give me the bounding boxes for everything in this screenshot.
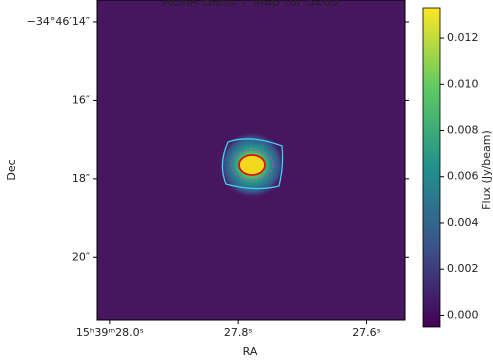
x-tick-label: 15ʰ39ᵐ28.0ˢ bbox=[76, 326, 144, 339]
colorbar-tick-label: 0.006 bbox=[447, 170, 479, 183]
x-tick-label: 27.6ˢ bbox=[352, 326, 381, 339]
y-tick-label: 20″ bbox=[72, 250, 90, 263]
colorbar-tick-label: 0.010 bbox=[447, 77, 479, 90]
colorbar-tick-label: 0.002 bbox=[447, 262, 479, 275]
colorbar-tick-label: 0.008 bbox=[447, 124, 479, 137]
colorbar-label: Flux (Jy/beam) bbox=[480, 130, 493, 210]
y-axis-label: Dec bbox=[5, 159, 18, 180]
contour bbox=[238, 154, 266, 176]
chart-title: ALMA Band 7 Map for S265 bbox=[163, 0, 340, 10]
colorbar-tick-label: 0.000 bbox=[447, 308, 479, 321]
colorbar-tick-label: 0.012 bbox=[447, 31, 479, 44]
y-tick-label: −34°46′14″ bbox=[27, 15, 90, 28]
colorbar bbox=[422, 7, 441, 328]
y-tick-label: 16″ bbox=[72, 93, 90, 106]
colorbar-tick-label: 0.004 bbox=[447, 216, 479, 229]
y-tick-label: 18″ bbox=[72, 172, 90, 185]
contour bbox=[230, 149, 274, 181]
x-axis-label: RA bbox=[243, 345, 258, 358]
contour bbox=[221, 138, 284, 190]
x-tick-label: 27.8ˢ bbox=[224, 326, 253, 339]
